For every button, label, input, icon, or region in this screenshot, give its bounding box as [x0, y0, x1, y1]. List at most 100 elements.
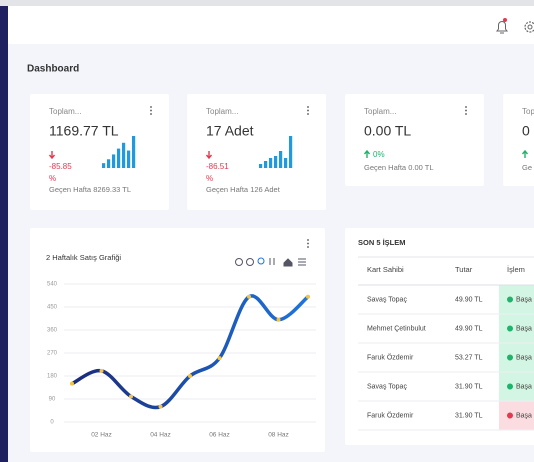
- spark-bar: [127, 150, 131, 168]
- x-tick-label: 02 Haz: [91, 432, 112, 439]
- settings-icon[interactable]: [524, 21, 534, 33]
- chart-title: 2 Haftalık Satış Grafiği: [46, 253, 121, 262]
- stat-card: [345, 94, 484, 186]
- page-title: Dashboard: [27, 64, 79, 75]
- spark-bar: [132, 136, 136, 168]
- data-point: [217, 356, 222, 361]
- change-value: -85.85: [49, 162, 72, 171]
- cell: Savaş Topaç: [367, 296, 407, 303]
- status-cell: [499, 314, 534, 343]
- previous-week: Geçen Hafta 8269.33 TL: [49, 185, 131, 194]
- data-point: [188, 374, 192, 378]
- top-strip: [0, 0, 534, 6]
- spark-bar: [289, 136, 293, 168]
- cell: Başa: [516, 412, 532, 419]
- spark-bar: [274, 156, 278, 168]
- spark-bar: [107, 159, 111, 168]
- status-cell: [499, 285, 534, 314]
- y-tick-label: 450: [47, 305, 58, 311]
- y-tick-label: 180: [47, 374, 58, 380]
- trend-arrow: [363, 149, 371, 158]
- card-label: Toplam...: [49, 107, 81, 116]
- trend-arrow: [48, 151, 56, 160]
- menu-icon: ⋮: [146, 106, 156, 117]
- status-dot: [507, 354, 513, 361]
- data-point: [306, 294, 310, 299]
- x-tick-label: 04 Haz: [150, 432, 171, 439]
- status-dot: [507, 325, 513, 332]
- card-label: Toplam...: [206, 107, 238, 116]
- cell: 53.27 TL: [455, 354, 483, 361]
- sidebar: [0, 6, 8, 462]
- x-tick-label: 06 Haz: [209, 432, 230, 439]
- zoom-icon[interactable]: [257, 257, 265, 265]
- cell: 31.90 TL: [455, 412, 483, 419]
- spark-bar: [284, 158, 288, 168]
- cell: Mehmet Çetinbulut: [367, 325, 426, 332]
- zoom-in-icon[interactable]: [235, 258, 243, 266]
- spark-bar: [259, 164, 263, 168]
- status-dot: [507, 296, 513, 303]
- spark-bar: [264, 161, 268, 168]
- data-point: [99, 368, 104, 373]
- cell: 49.90 TL: [455, 296, 483, 303]
- y-tick-label: 0: [50, 420, 54, 426]
- cell: Başa: [516, 383, 532, 390]
- spark-bar: [102, 163, 106, 168]
- data-point: [276, 317, 281, 322]
- change-value: -86.51: [206, 162, 229, 171]
- card-label: Toplam...: [522, 107, 534, 116]
- table-title: SON 5 İŞLEM: [358, 238, 406, 247]
- column-header: Tutar: [455, 265, 473, 274]
- data-point: [247, 294, 251, 299]
- cell: Faruk Özdemir: [367, 411, 414, 419]
- data-point: [129, 394, 133, 399]
- change-value: 0%: [373, 150, 385, 159]
- change-unit: %: [49, 174, 56, 183]
- spark-bar: [112, 154, 116, 168]
- spark-bar: [117, 148, 121, 168]
- menu-icon: ⋮: [303, 106, 313, 117]
- x-tick-label: 08 Haz: [268, 432, 289, 439]
- data-point: [70, 381, 74, 386]
- column-header: İşlem: [507, 265, 525, 274]
- card-value: 0.00 TL: [364, 123, 411, 139]
- card-value: 17 Adet: [206, 123, 254, 139]
- trend-arrow: [521, 149, 529, 158]
- card-value: 1169.77 TL: [49, 123, 119, 139]
- card-label: Toplam...: [364, 107, 396, 116]
- cell: 49.90 TL: [455, 325, 483, 332]
- status-cell: [499, 401, 534, 430]
- cell: Başa: [516, 325, 532, 332]
- menu-icon[interactable]: [298, 258, 306, 266]
- menu-icon[interactable]: ⋮: [303, 239, 313, 250]
- spark-bar: [269, 158, 273, 168]
- column-header: Kart Sahibi: [367, 265, 404, 274]
- y-tick-label: 360: [47, 328, 58, 334]
- cell: Başa: [516, 296, 532, 303]
- menu-icon: ⋮: [461, 106, 471, 117]
- table-card: [345, 228, 534, 445]
- home-icon[interactable]: [283, 258, 293, 267]
- previous-week: Geçen Hafta 0.00 TL: [364, 163, 434, 172]
- zoom-out-icon[interactable]: [246, 258, 254, 266]
- status-cell: [499, 343, 534, 372]
- y-tick-label: 540: [47, 282, 58, 288]
- trend-arrow: [205, 151, 213, 160]
- bell-icon[interactable]: [496, 18, 508, 34]
- pan-icon[interactable]: [269, 258, 275, 265]
- card-value: 0: [522, 123, 530, 139]
- chart-toolbar: [235, 257, 306, 267]
- status-dot: [507, 383, 513, 390]
- stat-card: [30, 94, 169, 210]
- top-bar: [0, 6, 534, 44]
- cell: Savaş Topaç: [367, 383, 407, 390]
- previous-week: Ge: [522, 163, 532, 172]
- stat-card: [503, 94, 534, 186]
- spark-bar: [279, 151, 283, 168]
- stat-card: [187, 94, 326, 210]
- cell: Başa: [516, 354, 532, 361]
- y-tick-label: 270: [47, 351, 58, 357]
- status-cell: [499, 372, 534, 401]
